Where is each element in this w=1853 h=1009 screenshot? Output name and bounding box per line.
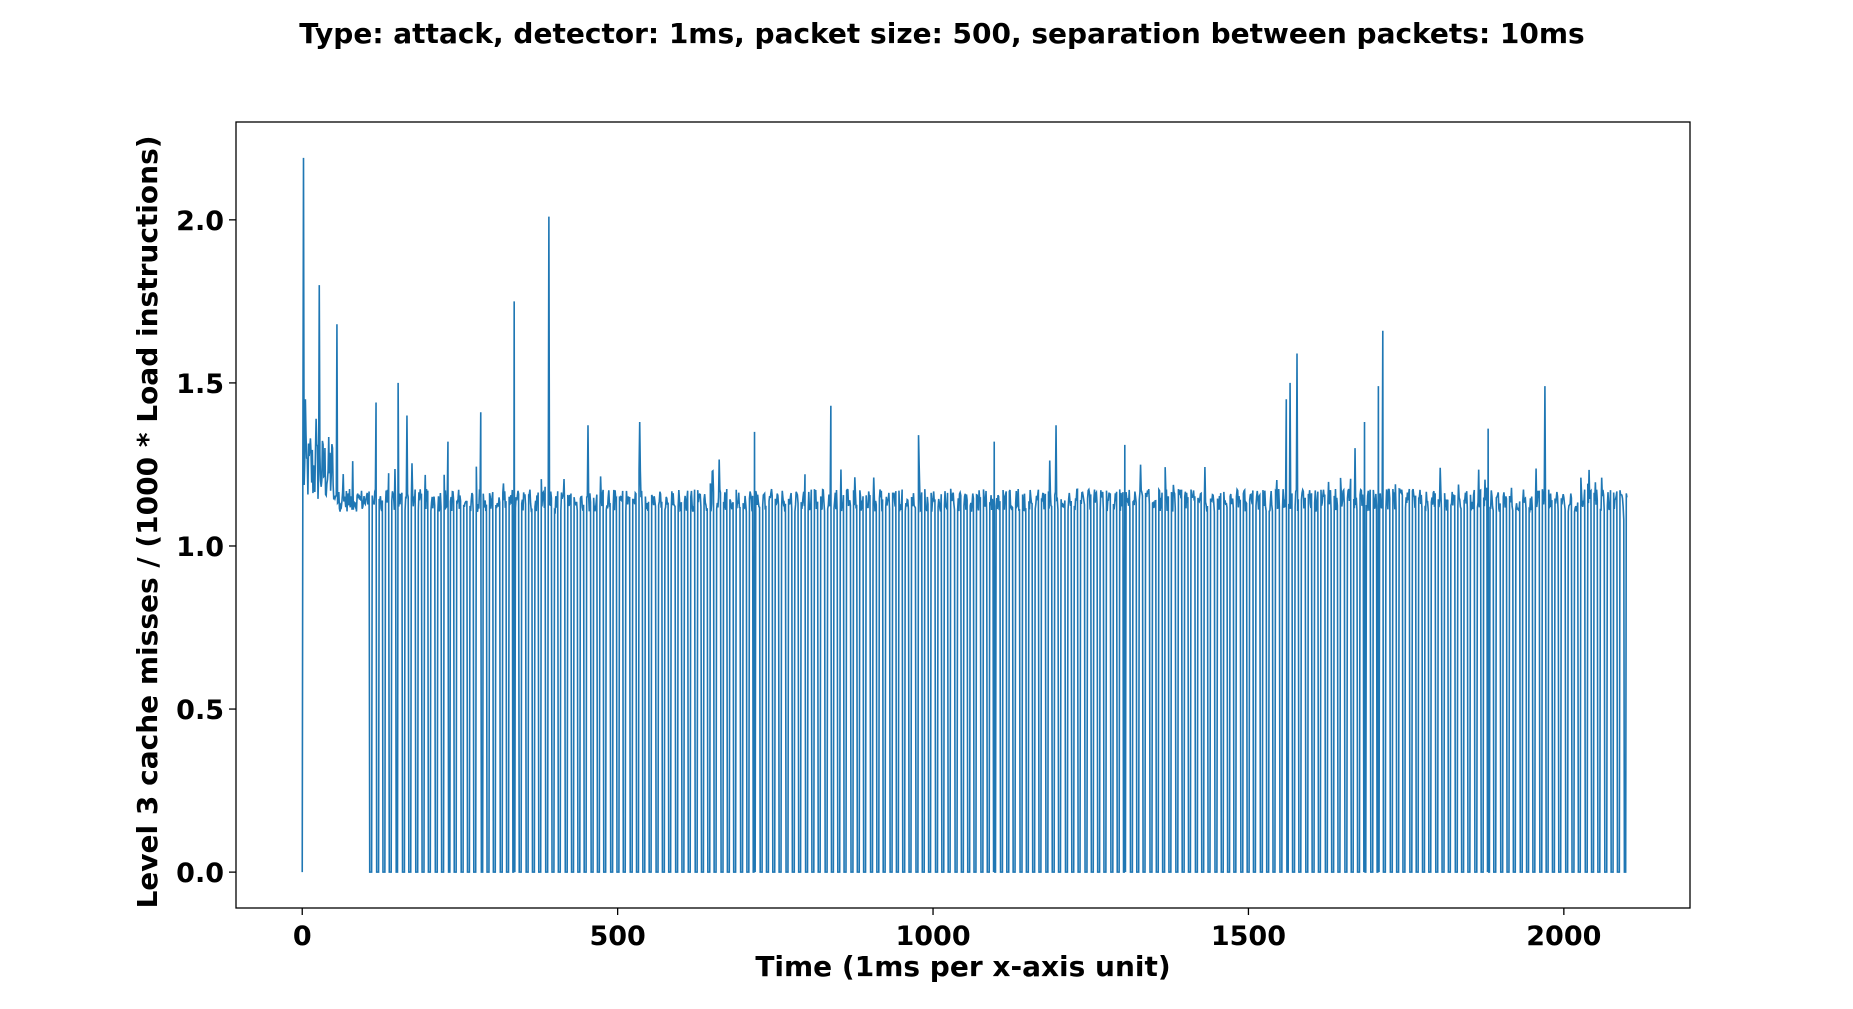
x-axis: 0 500 1000 1500 2000 bbox=[293, 908, 1601, 952]
chart-title: Type: attack, detector: 1ms, packet size… bbox=[299, 17, 1584, 50]
y-tick-label: 1.0 bbox=[176, 532, 224, 563]
x-tick-label: 500 bbox=[589, 921, 645, 952]
y-tick-label: 0.5 bbox=[176, 695, 224, 726]
x-tick-label: 1000 bbox=[895, 921, 970, 952]
x-tick-label: 2000 bbox=[1526, 921, 1601, 952]
y-tick-label: 1.5 bbox=[176, 369, 224, 400]
series-line bbox=[301, 157, 1628, 873]
y-tick-label: 2.0 bbox=[176, 206, 224, 237]
plot-area bbox=[301, 157, 1628, 873]
x-axis-label: Time (1ms per x-axis unit) bbox=[755, 950, 1170, 983]
x-tick-label: 1500 bbox=[1211, 921, 1286, 952]
axes-frame bbox=[235, 121, 1691, 909]
y-tick-label: 0.0 bbox=[176, 858, 224, 889]
y-axis: 0.0 0.5 1.0 1.5 2.0 bbox=[176, 206, 236, 889]
x-tick-label: 0 bbox=[293, 921, 312, 952]
y-axis-label: Level 3 cache misses / (1000 * Load inst… bbox=[131, 135, 164, 908]
